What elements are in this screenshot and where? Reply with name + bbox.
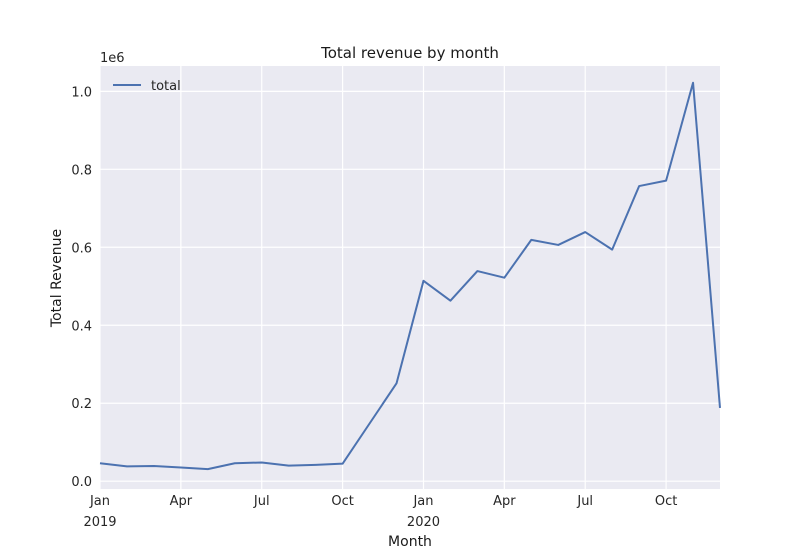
x-tick-label: Jan — [412, 494, 433, 509]
x-tick-year-label: 2019 — [83, 515, 116, 530]
plot-background — [100, 66, 720, 489]
y-tick-label: 0.6 — [71, 241, 92, 256]
y-tick-label: 0.4 — [71, 319, 92, 334]
x-tick-label: Oct — [655, 494, 677, 509]
grid-lines — [99, 66, 720, 489]
y-axis-title: Total Revenue — [49, 229, 65, 328]
x-tick-label: Apr — [170, 494, 193, 509]
y-tick-labels: 0.0 0.2 0.4 0.6 0.8 1.0 — [71, 85, 92, 490]
x-tick-label: Apr — [493, 494, 516, 509]
chart-title: Total revenue by month — [320, 44, 499, 62]
legend-label-total: total — [151, 79, 181, 94]
x-axis-title: Month — [388, 534, 432, 550]
y-scale-label: 1e6 — [100, 51, 125, 66]
x-tick-label: Jul — [576, 494, 593, 509]
y-tick-label: 0.2 — [71, 397, 92, 412]
legend: total — [113, 79, 181, 94]
y-tick-label: 1.0 — [71, 85, 92, 100]
series-layer — [99, 81, 721, 471]
x-tick-label: Jul — [253, 494, 270, 509]
series-line-total — [99, 81, 721, 471]
x-tick-year-label: 2020 — [407, 515, 440, 530]
x-tick-label: Oct — [331, 494, 353, 509]
x-tick-label: Jan — [89, 494, 110, 509]
y-tick-label: 0.8 — [71, 163, 92, 178]
x-tick-labels: Jan 2019 Apr Jul Oct Jan 2020 Apr Jul Oct — [83, 494, 677, 530]
y-tick-label: 0.0 — [71, 475, 92, 490]
